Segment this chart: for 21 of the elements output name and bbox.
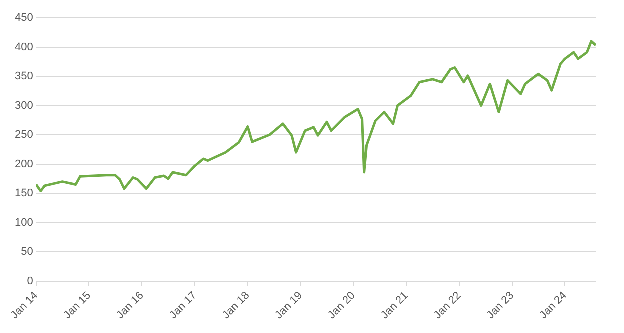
x-tick-label: Jan 15 <box>62 290 94 322</box>
x-tick-label: Jan 17 <box>167 290 200 322</box>
y-tick-label: 300 <box>14 100 34 112</box>
x-tick-label: Jan 22 <box>432 290 464 322</box>
y-tick-label: 250 <box>14 129 34 142</box>
x-tick-label: Jan 21 <box>379 290 411 322</box>
x-tick-label: Jan 19 <box>273 290 306 322</box>
x-tick-label: Jan 23 <box>484 290 517 322</box>
x-tick-label: Jan 20 <box>326 290 358 322</box>
y-tick-label: 350 <box>14 70 34 83</box>
x-tick-label: Jan 24 <box>538 290 570 322</box>
y-tick-label: 400 <box>14 41 34 54</box>
x-tick-label: Jan 14 <box>8 290 41 322</box>
x-tick-label: Jan 16 <box>114 290 146 322</box>
y-tick-label: 450 <box>14 12 34 24</box>
y-tick-label: 150 <box>14 188 34 200</box>
y-tick-label: 100 <box>14 216 34 229</box>
x-tick-label: Jan 18 <box>220 290 252 322</box>
y-tick-label: 200 <box>14 158 34 170</box>
y-tick-label: 0 <box>27 275 34 288</box>
y-tick-label: 50 <box>21 246 34 258</box>
